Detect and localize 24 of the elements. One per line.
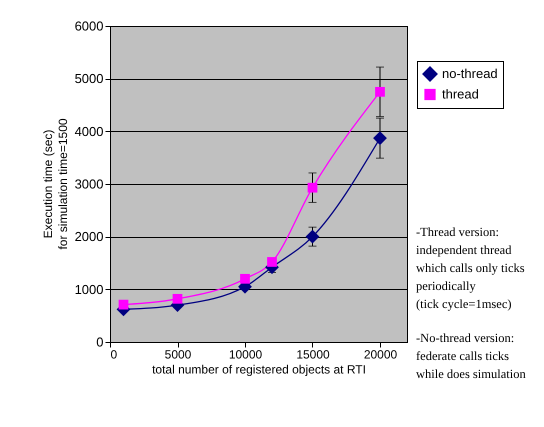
x-tick-label: 15000: [296, 348, 330, 362]
point: [172, 294, 182, 304]
x-axis-title: total number of registered objects at RTI: [152, 362, 366, 376]
point: [375, 86, 385, 97]
point: [308, 182, 318, 193]
x-tick-label: 5000: [164, 348, 192, 362]
y-tick-label: 2000: [74, 229, 104, 244]
point: [306, 230, 320, 244]
y-tick-label: 1000: [74, 282, 104, 297]
x-tick-label: 0: [110, 348, 118, 362]
x-tick-label: 10000: [228, 348, 263, 362]
point: [373, 131, 387, 146]
text: -No-thread version: federate calls ticks while does simulation: [416, 331, 526, 381]
y-tick-label: 5000: [74, 71, 104, 86]
y-tick-label: 6000: [74, 18, 104, 34]
text: -Thread version: independent thread which calls only ticks periodically (tick cycle=1msec): [416, 225, 525, 311]
legend-label: no-thread: [442, 66, 498, 81]
y-tick-label: 4000: [74, 124, 104, 139]
legend-label: thread: [442, 86, 479, 102]
x-tick-label: 20000: [364, 348, 398, 362]
point: [240, 274, 250, 284]
y-tick-label: 3000: [74, 176, 104, 192]
y-axis-title: Execution time (sec) for simulation time=1500: [41, 118, 70, 250]
y-tick-label: 0: [96, 334, 104, 350]
